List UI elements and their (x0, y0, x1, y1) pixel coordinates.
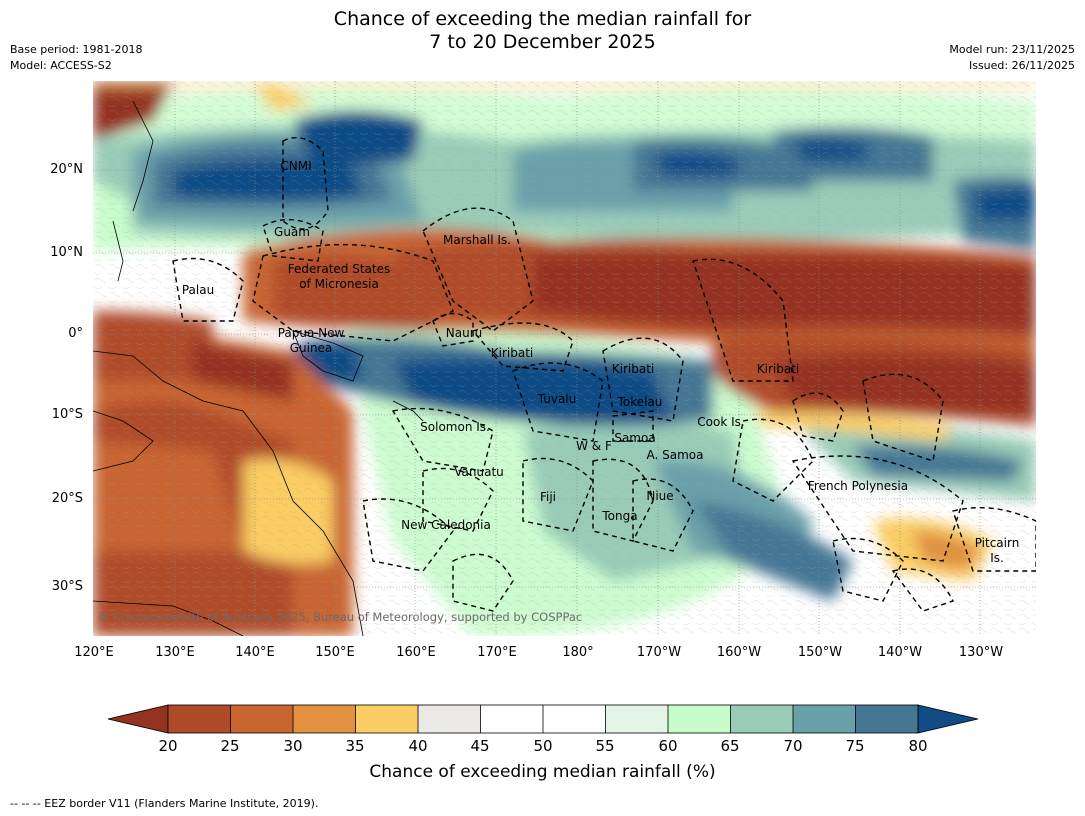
colorbar-tick-30: 30 (283, 737, 303, 755)
region-label-fsm-line-1: Federated States (287, 262, 391, 276)
colorbar-under-arrow (107, 704, 169, 734)
rainfall-map (93, 81, 1036, 636)
region-label-solomon-islands: Solomon Is. (420, 420, 490, 434)
region-label-pitcairn-line-1: Pitcairn (974, 536, 1020, 550)
lon-tick-160e: 160°E (396, 645, 436, 660)
colorbar-label: Chance of exceeding median rainfall (%) (369, 762, 716, 782)
rainfall-field (93, 81, 1036, 636)
lat-tick-20s: 20°S (51, 491, 83, 506)
colorbar-bin-45-50 (480, 705, 543, 733)
region-label-new-caledonia: New Caledonia (401, 518, 491, 532)
region-label-kiribati-east: Kiribati (756, 362, 800, 376)
colorbar-bin-30-35 (293, 705, 356, 733)
colorbar-tick-20: 20 (158, 737, 178, 755)
colorbar-tick-35: 35 (345, 737, 365, 755)
region-label-marshall-islands: Marshall Is. (443, 233, 511, 247)
lon-tick-180: 180° (562, 645, 594, 660)
colorbar-bin-70-75 (793, 705, 856, 733)
region-label-nauru: Nauru (445, 326, 483, 340)
region-label-guam: Guam (274, 225, 310, 239)
region-label-kiribati-west: Kiribati (490, 346, 534, 360)
colorbar-tick-25: 25 (220, 737, 240, 755)
colorbar-tick-65: 65 (720, 737, 740, 755)
lon-tick-170w: 170°W (636, 645, 682, 660)
lat-tick-30s: 30°S (51, 579, 83, 594)
region-label-cook-islands: Cook Is. (697, 415, 745, 429)
lat-tick-20n: 20°N (50, 162, 83, 177)
lon-tick-150e: 150°E (315, 645, 355, 660)
lon-tick-150w: 150°W (797, 645, 843, 660)
region-label-fsm-line-2: of Micronesia (299, 277, 379, 291)
region-label-palau: Palau (181, 283, 215, 297)
model-run-date: Model run: 23/11/2025 (949, 43, 1075, 56)
colorbar-over-arrow (917, 704, 979, 734)
model-name: Model: ACCESS-S2 (10, 59, 112, 72)
region-label-french-polynesia: French Polynesia (807, 479, 909, 493)
lat-tick-10n: 10°N (50, 245, 83, 260)
region-label-samoa: Samoa (614, 431, 656, 445)
region-label-png-line-2: Guinea (289, 341, 333, 355)
region-label-tokelau: Tokelau (617, 395, 663, 409)
colorbar-bin-35-40 (355, 705, 418, 733)
colorbar-bin-20-25 (168, 705, 231, 733)
colorbar-tick-75: 75 (845, 737, 865, 755)
colorbar-tick-40: 40 (408, 737, 428, 755)
lon-tick-170e: 170°E (477, 645, 517, 660)
base-period: Base period: 1981-2018 (10, 43, 143, 56)
colorbar-tick-50: 50 (533, 737, 553, 755)
lat-tick-equator: 0° (68, 326, 83, 341)
issued-date: Issued: 26/11/2025 (968, 59, 1075, 72)
region-label-american-samoa: A. Samoa (646, 448, 704, 462)
lon-tick-120e: 120°E (74, 645, 114, 660)
region-label-kiribati-central: Kiribati (611, 362, 655, 376)
colorbar-bin-50-55 (543, 705, 606, 733)
colorbar-tick-55: 55 (595, 737, 615, 755)
region-label-wallis-futuna: W & F (576, 439, 612, 453)
lon-tick-160w: 160°W (716, 645, 762, 660)
lat-tick-10s: 10°S (51, 407, 83, 422)
colorbar-bin-40-45 (418, 705, 481, 733)
lon-tick-140e: 140°E (235, 645, 275, 660)
eez-border-legend: -- -- -- EEZ border V11 (Flanders Marine… (10, 797, 319, 810)
lon-tick-130e: 130°E (155, 645, 195, 660)
region-label-tuvalu: Tuvalu (537, 392, 577, 406)
colorbar-bin-55-60 (605, 705, 668, 733)
region-label-png-line-1: Papua New (277, 326, 345, 340)
region-label-tonga: Tonga (602, 509, 638, 523)
colorbar-tick-60: 60 (658, 737, 678, 755)
colorbar (107, 704, 979, 734)
region-label-niue: Niue (646, 489, 674, 503)
lon-tick-130w: 130°W (958, 645, 1004, 660)
colorbar-bin-25-30 (230, 705, 293, 733)
colorbar-bin-65-70 (730, 705, 793, 733)
chart-title-line-2: 7 to 20 December 2025 (429, 31, 656, 53)
chart-title-line-1: Chance of exceeding the median rainfall … (333, 8, 752, 30)
colorbar-tick-70: 70 (783, 737, 803, 755)
region-label-cnmi: CNMI (280, 159, 312, 173)
region-label-fiji: Fiji (539, 490, 557, 504)
colorbar-tick-80: 80 (908, 737, 928, 755)
region-label-pitcairn-line-2: Is. (990, 551, 1004, 565)
copyright-notice: © Commonwealth of Australia 2025, Bureau… (98, 610, 583, 624)
region-label-vanuatu: Vanuatu (454, 465, 504, 479)
colorbar-bin-60-65 (668, 705, 731, 733)
colorbar-tick-45: 45 (470, 737, 490, 755)
lon-tick-140w: 140°W (877, 645, 923, 660)
colorbar-bin-75-80 (855, 705, 918, 733)
